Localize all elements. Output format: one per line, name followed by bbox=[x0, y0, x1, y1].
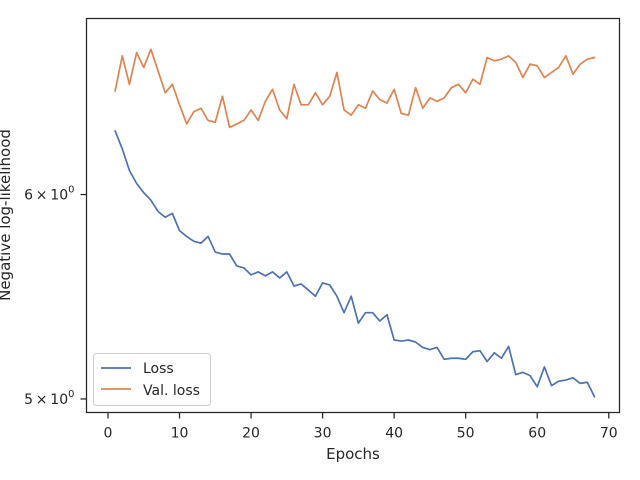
legend: Loss Val. loss bbox=[93, 353, 211, 406]
legend-label-loss: Loss bbox=[143, 361, 174, 377]
legend-box bbox=[93, 353, 211, 406]
y-axis-ticks: 5 × 100 6 × 100 bbox=[24, 185, 87, 408]
y-tick-label: 5 × 100 bbox=[24, 389, 74, 408]
series-line-val-loss bbox=[114, 48, 596, 129]
x-tick-label: 20 bbox=[242, 426, 260, 442]
x-tick-label: 30 bbox=[314, 426, 332, 442]
axes-frame bbox=[85, 17, 621, 414]
y-axis-label: Negative log-likelihood bbox=[0, 129, 14, 301]
y-tick-label: 6 × 100 bbox=[24, 185, 74, 204]
x-tick-label: 0 bbox=[104, 426, 113, 442]
x-axis-ticks: 0 10 20 30 40 50 60 70 bbox=[104, 412, 618, 442]
x-axis-label: Epochs bbox=[326, 445, 380, 463]
x-tick-label: 60 bbox=[528, 426, 546, 442]
series-line-loss bbox=[114, 130, 596, 398]
legend-label-val-loss: Val. loss bbox=[143, 383, 200, 399]
series-layer bbox=[114, 48, 596, 398]
plot-area bbox=[85, 17, 621, 414]
x-tick-label: 40 bbox=[385, 426, 403, 442]
x-tick-label: 10 bbox=[171, 426, 189, 442]
x-tick-label: 70 bbox=[600, 426, 618, 442]
x-tick-label: 50 bbox=[457, 426, 475, 442]
